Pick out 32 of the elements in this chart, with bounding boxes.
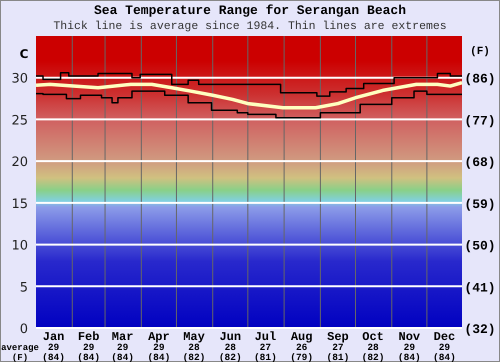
y2-tick-label: (59) <box>464 196 496 212</box>
y2-tick-label: (68) <box>464 155 496 170</box>
chart-subtitle: Thick line is average since 1984. Thin lines are extremes <box>53 20 447 33</box>
y-tick-label: 30 <box>11 72 28 87</box>
y2-tick-label: (41) <box>464 280 496 296</box>
line-series <box>34 80 464 110</box>
y2-tick-label: (77) <box>464 113 496 128</box>
x-tick-label: Jun 28 (82) <box>218 330 242 362</box>
y2-tick-label: (86) <box>464 72 496 87</box>
x-tick-label: Jan 29 (84) <box>42 330 65 362</box>
x-tick-label: Jul 27 (81) <box>254 330 277 362</box>
x-tick-label: Aug 26 (79) <box>290 330 314 362</box>
x-tick-label: Dec 29 (84) <box>433 330 456 362</box>
y-axis-title: C <box>20 47 29 61</box>
chart-title: Sea Temperature Range for Serangan Beach <box>94 3 406 18</box>
x-tick-label: Oct 28 (82) <box>362 330 384 362</box>
y-tick-label: 15 <box>11 196 28 212</box>
x-tick-label: Apr 29 (84) <box>147 330 170 362</box>
y-tick-label: 0 <box>20 322 28 337</box>
x-tick-label: Nov 29 (84) <box>398 330 421 362</box>
y2-tick-label: (50) <box>464 238 496 254</box>
y2-axis-title: (F) <box>470 46 490 58</box>
x-tick-label: Feb 29 (84) <box>77 330 100 362</box>
y2-tick-label: (32) <box>464 322 496 337</box>
x-tick-label: Sep 27 (81) <box>326 330 350 362</box>
y-tick-label: 25 <box>11 113 28 128</box>
x-tick-label: Mar 29 (84) <box>111 330 134 362</box>
x-tick-label: May 28 (82) <box>182 330 206 362</box>
y-tick-label: 5 <box>20 280 28 296</box>
y-tick-label: 10 <box>11 238 28 254</box>
text: average (F) <box>1 343 39 362</box>
y-tick-label: 20 <box>11 155 28 170</box>
